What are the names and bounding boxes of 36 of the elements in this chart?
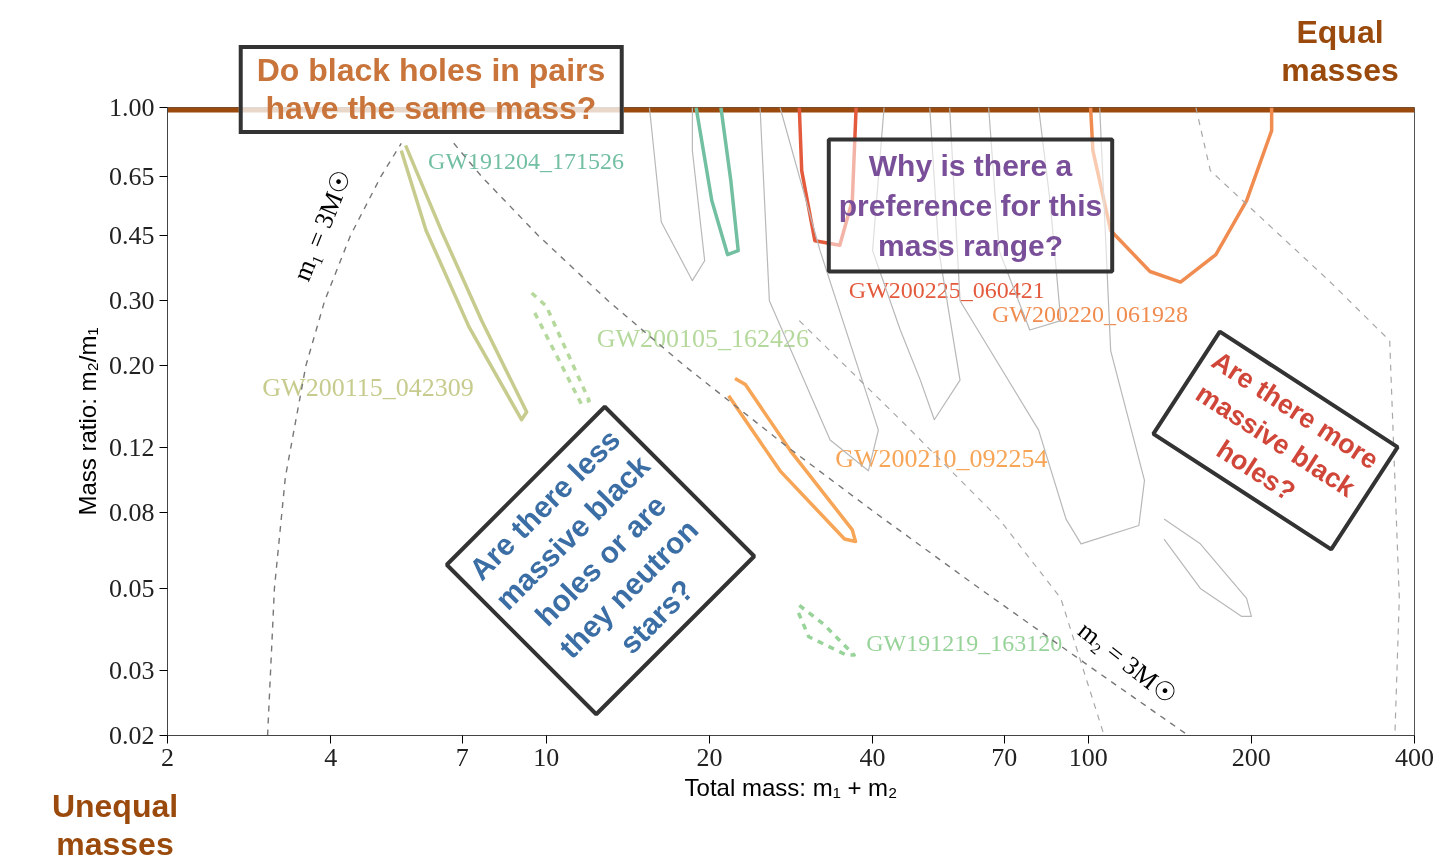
x-tick-label: 10 (533, 742, 560, 772)
x-tick-label: 20 (696, 742, 723, 772)
line-series (694, 107, 740, 257)
x-tick-label: 400 (1395, 742, 1434, 772)
y-tick-label: 0.65 (109, 162, 155, 192)
x-tick-label: 100 (1068, 742, 1108, 772)
y-axis-title: Mass ratio: m₂/m₁ (74, 327, 101, 516)
line-series (648, 107, 706, 282)
series-label: GW200115_042309 (262, 372, 474, 402)
y-tick-label: 0.30 (109, 286, 155, 316)
y-tick-label: 0.20 (109, 351, 155, 381)
x-tick-label: 7 (455, 742, 469, 772)
line-series (529, 291, 591, 406)
x-tick-label: 4 (324, 742, 338, 772)
text: m₁ = 3M☉ (287, 166, 358, 285)
y-tick-label: 0.02 (109, 721, 155, 750)
line-series (795, 603, 856, 657)
x-tick-label: 200 (1231, 742, 1271, 772)
x-tick-label: 2 (161, 742, 174, 772)
text: Unequal masses (51, 787, 179, 864)
ref-line-label: Equal masses (1281, 13, 1399, 90)
y-tick-label: 0.03 (109, 655, 155, 685)
x-tick-label: 40 (859, 742, 886, 772)
x-axis-title: Total mass: m₁ + m₂ (684, 773, 898, 801)
text: GW191204_171526 (428, 147, 625, 174)
y-tick-label: 0.08 (109, 498, 155, 528)
y-tick-label: 0.12 (109, 433, 155, 463)
y-tick-label: 0.05 (109, 573, 155, 603)
y-tick-label: 0.45 (109, 221, 155, 251)
series-label: GW200105_162426 (596, 324, 810, 354)
annotation: Why is there a preference for this mass range? (838, 149, 1103, 262)
x-tick-label: 70 (991, 742, 1018, 772)
annotation: Do black holes in pairs have the same mass? (238, 45, 624, 134)
y-tick-label: 1.00 (109, 93, 155, 122)
series-label: GW191219_163120 (866, 630, 1063, 657)
series-label: GW200210_092254 (835, 444, 1048, 474)
